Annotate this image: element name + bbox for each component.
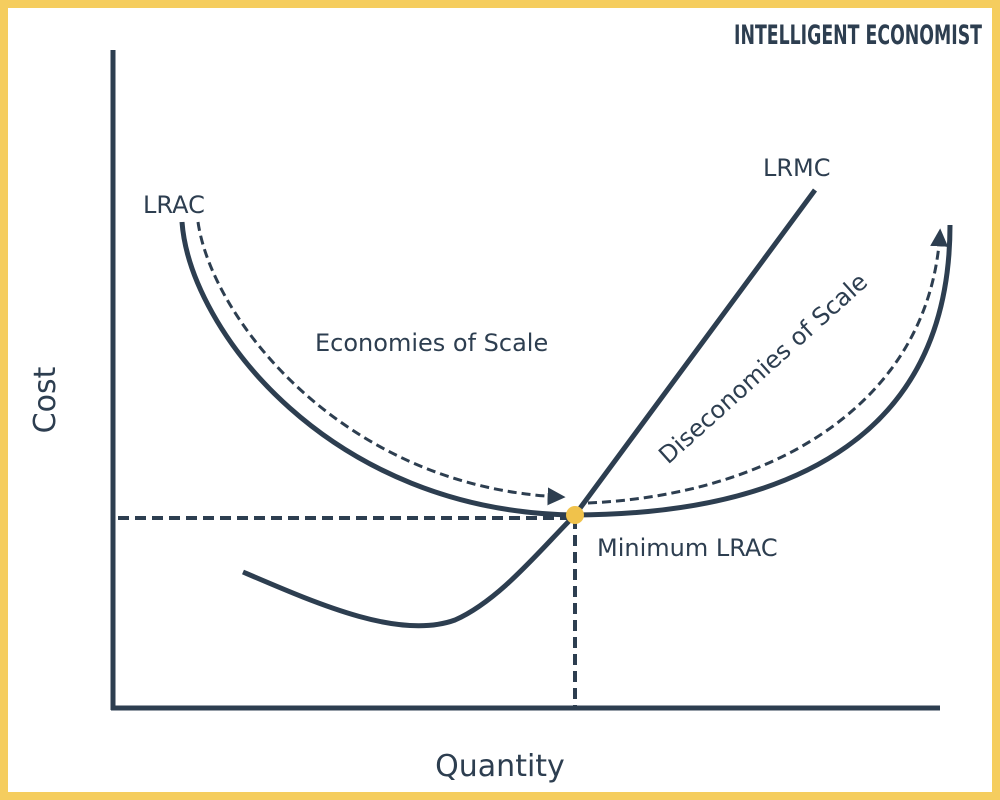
lrmc-curve bbox=[242, 188, 818, 629]
economies-arrow bbox=[196, 221, 566, 506]
lrac-label: LRAC bbox=[143, 191, 205, 219]
y-axis-label: Cost bbox=[28, 366, 63, 433]
brand: INTELLIGENT ECONOMIST bbox=[734, 20, 982, 51]
x-axis-label: Quantity bbox=[435, 749, 565, 784]
minimum-label: Minimum LRAC bbox=[597, 534, 778, 562]
lrmc-label: LRMC bbox=[763, 154, 831, 182]
minimum-point bbox=[566, 506, 584, 524]
economies-label: Economies of Scale bbox=[315, 329, 548, 357]
diseconomies-arrow bbox=[587, 228, 949, 505]
